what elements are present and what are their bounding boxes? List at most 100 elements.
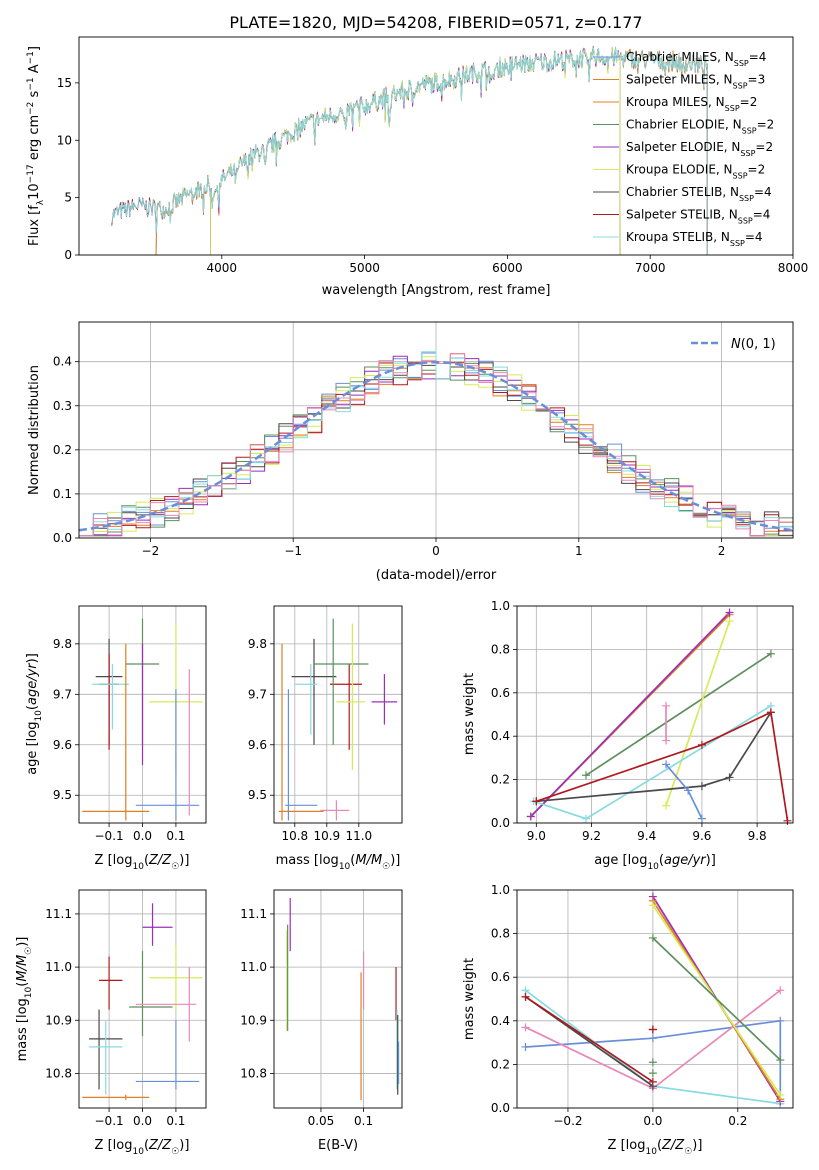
weight-marker [648, 901, 657, 910]
weight-marker [582, 771, 590, 780]
x-tick-label: −0.2 [553, 1114, 582, 1128]
axes-frame [516, 889, 794, 1109]
y-tick-label: 9.5 [53, 788, 72, 802]
weight-line [652, 937, 781, 1061]
weight-marker [684, 786, 693, 795]
weight-marker [725, 773, 734, 782]
x-tick-label: 0.0 [133, 1114, 152, 1128]
y-tick-label: 9.8 [53, 637, 72, 651]
y-tick-label: 15 [57, 76, 72, 90]
weight-marker [648, 1069, 657, 1078]
x-axis-label: E(B-V) [318, 1138, 358, 1153]
weight-marker [648, 933, 657, 942]
x-tick-label: 7000 [635, 261, 666, 275]
legend-label: Kroupa MILES, NSSP=2 [626, 95, 757, 113]
x-tick-label: 0.0 [643, 1114, 662, 1128]
panel-ebv-mass: 0.05 0.1 10.8 10.9 11.0 11.1 E(B-V) [240, 889, 403, 1153]
spectrum-line [111, 45, 708, 255]
axes-frame [78, 605, 207, 824]
x-tick-label: 8000 [778, 261, 809, 275]
spectrum-line [111, 46, 708, 255]
plot-area-residuals [79, 322, 793, 538]
legend-label: Salpeter MILES, NSSP=3 [626, 73, 765, 91]
plot-area-z-age [79, 606, 206, 823]
legend-label: Kroupa ELODIE, NSSP=2 [626, 163, 765, 181]
spectrum-line [155, 46, 708, 255]
x-tick-label: −0.1 [95, 1114, 124, 1128]
y-tick-label: 0.6 [491, 686, 510, 700]
x-tick-label: 9.4 [637, 829, 656, 843]
x-axis-label: Z [log10(Z/Z☉)] [95, 1138, 190, 1157]
weight-marker [725, 617, 734, 626]
y-tick-label: 0.0 [53, 531, 72, 545]
x-tick-label: 11.0 [345, 829, 372, 843]
weight-marker [648, 1034, 657, 1043]
axes-frame [78, 889, 207, 1109]
weight-marker [766, 708, 775, 717]
weight-marker [776, 1090, 785, 1099]
x-tick-label: 0.1 [166, 829, 185, 843]
weight-marker [783, 816, 792, 825]
y-tick-label: 0.6 [491, 970, 510, 984]
y-tick-label: 0 [64, 248, 72, 262]
panel-z-mass: −0.1 0.0 0.1 10.8 10.9 11.0 11.1 Z [log10(Z/Z☉)… [15, 889, 207, 1157]
y-tick-label: 11.1 [45, 907, 72, 921]
panel-z-age: −0.1 0.0 0.1 9.5 9.6 9.7 9.8 Z [log10(Z/Z☉)] age… [25, 605, 207, 872]
x-tick-label: 10.8 [281, 829, 308, 843]
y-tick-label: 10.9 [45, 1013, 72, 1027]
y-axis-label: mass weight [462, 958, 477, 1040]
histogram-step [79, 351, 793, 538]
x-tick-label: 9.8 [748, 829, 767, 843]
y-axis-label: age [log10(age/yr)] [25, 653, 44, 775]
spectrum-line [155, 47, 708, 255]
legend-label: Salpeter STELIB, NSSP=4 [626, 208, 770, 226]
weight-line [536, 711, 772, 803]
plot-area-z-mass [79, 890, 206, 1108]
legend-label: N(0, 1) [731, 337, 776, 352]
y-tick-label: 1.0 [491, 599, 510, 613]
weight-marker [526, 812, 535, 821]
y-tick-label: 9.6 [248, 738, 267, 752]
weight-line [585, 652, 772, 777]
y-axis-label: mass [log10(M/M☉)] [15, 937, 34, 1062]
weight-marker [697, 740, 706, 749]
legend-label: Chabrier ELODIE, NSSP=2 [626, 118, 774, 136]
y-tick-label: 9.6 [53, 738, 72, 752]
x-tick-label: 10.9 [313, 829, 340, 843]
weight-marker [521, 1042, 530, 1051]
weight-marker [697, 782, 706, 791]
y-tick-label: 0.4 [491, 1014, 510, 1028]
normal-curve [79, 360, 793, 532]
figure-title: PLATE=1820, MJD=54208, FIBERID=0571, z=0… [229, 13, 642, 32]
spectrum-legend: Chabrier MILES, NSSP=4 Salpeter MILES, NS… [593, 50, 774, 248]
x-tick-label: −2 [142, 544, 160, 558]
y-tick-label: 10 [57, 133, 72, 147]
histogram-step [79, 353, 793, 538]
x-tick-label: 0.1 [354, 1114, 373, 1128]
panel-age-weight: 9.0 9.2 9.4 9.6 9.8 0.0 0.2 0.4 0.6 0.8 1.0 age [lo… [462, 599, 794, 872]
y-tick-label: 11.1 [240, 907, 267, 921]
y-tick-label: 0.8 [491, 642, 510, 656]
weight-marker [662, 801, 671, 810]
x-tick-label: −1 [284, 544, 302, 558]
x-axis-label: age [log10(age/yr)] [594, 853, 716, 872]
axes-frame [273, 605, 403, 824]
legend-label: Salpeter ELODIE, NSSP=2 [626, 140, 773, 158]
weight-marker [662, 701, 671, 710]
x-tick-label: 4000 [207, 261, 238, 275]
plot-area-age-weight [517, 606, 793, 823]
axes-frame [516, 605, 794, 824]
axes-frame [78, 321, 794, 539]
y-tick-label: 0.8 [491, 927, 510, 941]
y-axis-label: Normed distribution [27, 365, 42, 495]
panel-z-weight: −0.2 0.0 0.2 0.0 0.2 0.4 0.6 0.8 1.0 Z [log10(Z/Z… [462, 883, 794, 1157]
y-tick-label: 0.2 [53, 443, 72, 457]
y-tick-label: 9.7 [53, 687, 72, 701]
spectrum-line [155, 45, 708, 255]
x-tick-label: 9.0 [527, 829, 546, 843]
axes-frame [78, 36, 794, 256]
y-axis-label: Flux [fλ10−17 erg cm−2 s−1 A−1] [26, 46, 46, 246]
x-axis-label: Z [log10(Z/Z☉)] [95, 853, 190, 872]
x-tick-label: 0.0 [133, 829, 152, 843]
weight-marker [521, 992, 530, 1001]
